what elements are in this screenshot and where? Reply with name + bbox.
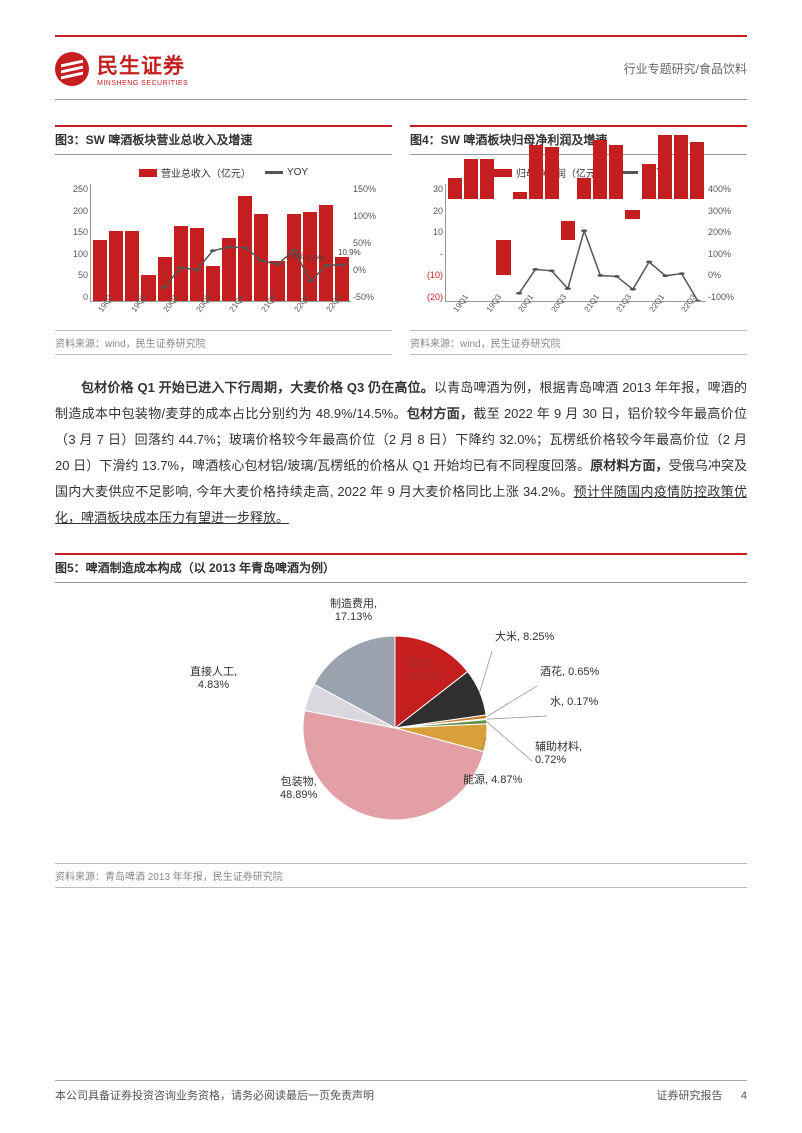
chart4-yaxis-right: 400%300%200%100%0%-100% bbox=[708, 184, 742, 302]
header-category: 行业专题研究/食品饮料 bbox=[624, 60, 747, 77]
chart3-legend-bar: 营业总收入（亿元） bbox=[161, 165, 251, 180]
chart3-area: 营业总收入（亿元） YOY 250200150100500 7.8%6.9%10… bbox=[55, 155, 392, 330]
chart5-source: 资料来源：青岛啤酒 2013 年年报，民生证券研究院 bbox=[55, 863, 747, 888]
chart3-yaxis-left: 250200150100500 bbox=[60, 184, 88, 302]
charts-row-top: 图3：SW 啤酒板块营业总收入及增速 营业总收入（亿元） YOY 2502001… bbox=[55, 125, 747, 355]
chart5-container: 图5：啤酒制造成本构成（以 2013 年青岛啤酒为例） 制造费用,17.13% 麦… bbox=[55, 553, 747, 888]
chart4-plot-inner bbox=[445, 184, 706, 302]
body-paragraph: 包材价格 Q1 开始已进入下行周期，大麦价格 Q3 仍在高位。以青岛啤酒为例，根… bbox=[55, 375, 747, 531]
chart3-container: 图3：SW 啤酒板块营业总收入及增速 营业总收入（亿元） YOY 2502001… bbox=[55, 125, 392, 355]
legend-bar-icon bbox=[494, 169, 512, 177]
pie-label: 能源, 4.87% bbox=[463, 771, 522, 787]
brand-name-cn: 民生证券 bbox=[97, 50, 188, 80]
body-s3: 包材方面， bbox=[407, 406, 474, 421]
chart3-title: 图3：SW 啤酒板块营业总收入及增速 bbox=[55, 125, 392, 155]
top-accent-rule bbox=[55, 35, 747, 37]
pie-label: 制造费用,17.13% bbox=[330, 595, 377, 623]
brand-logo: 民生证券 MINSHENG SECURITIES bbox=[55, 50, 188, 87]
chart3-legend: 营业总收入（亿元） YOY bbox=[60, 165, 387, 180]
chart4-container: 图4：SW 啤酒板块归母净利润及增速 归母净利润（亿元） YOY 302010-… bbox=[410, 125, 747, 355]
pie-label: 酒花, 0.65% bbox=[540, 663, 599, 679]
page-header: 民生证券 MINSHENG SECURITIES 行业专题研究/食品饮料 bbox=[55, 40, 747, 100]
pie-label: 直接人工,4.83% bbox=[190, 663, 237, 691]
chart5-pie bbox=[55, 598, 747, 858]
chart3-line bbox=[91, 184, 351, 301]
chart3-source: 资料来源：wind，民生证券研究院 bbox=[55, 330, 392, 355]
footer-disclaimer: 本公司具备证券投资咨询业务资格，请务必阅读最后一页免责声明 bbox=[55, 1087, 374, 1103]
pie-label: 麦芽,14.49% bbox=[403, 655, 440, 683]
chart4-xaxis: 19Q119Q320Q120Q321Q121Q322Q122Q3 bbox=[445, 304, 706, 326]
legend-bar-icon bbox=[139, 169, 157, 177]
pie-label: 包装物,48.89% bbox=[280, 773, 317, 801]
chart4-area: 归母净利润（亿元） YOY 302010-(10)(20) 400%300%20… bbox=[410, 155, 747, 330]
chart4-line bbox=[446, 184, 706, 301]
chart3-annotation: 7.8% bbox=[286, 252, 304, 261]
legend-line-icon bbox=[265, 171, 283, 174]
chart3-yaxis-right: 150%100%50%0%-50% bbox=[353, 184, 387, 302]
body-s1: 包材价格 Q1 开始已进入下行周期，大麦价格 Q3 仍在高位。 bbox=[81, 380, 434, 395]
pie-label: 大米, 8.25% bbox=[495, 628, 554, 644]
chart5-area: 制造费用,17.13% 麦芽,14.49% 大米, 8.25% 酒花, 0.65% 水,… bbox=[55, 583, 747, 863]
chart3-legend-line: YOY bbox=[287, 167, 308, 178]
chart3-annotation: 6.9% bbox=[307, 254, 325, 263]
chart3-plot: 250200150100500 7.8%6.9%10.9% 150%100%50… bbox=[60, 184, 387, 324]
chart4-source: 资料来源：wind，民生证券研究院 bbox=[410, 330, 747, 355]
footer-label: 证券研究报告 bbox=[657, 1090, 723, 1102]
chart5-title: 图5：啤酒制造成本构成（以 2013 年青岛啤酒为例） bbox=[55, 553, 747, 583]
chart4-plot: 302010-(10)(20) 400%300%200%100%0%-100% … bbox=[415, 184, 742, 324]
pie-label: 辅助材料,0.72% bbox=[535, 738, 582, 766]
body-s5: 原材料方面， bbox=[590, 458, 668, 473]
pie-label: 水, 0.17% bbox=[550, 693, 598, 709]
brand-name-en: MINSHENG SECURITIES bbox=[97, 80, 188, 87]
brand-logo-icon bbox=[55, 52, 89, 86]
page-footer: 本公司具备证券投资咨询业务资格，请务必阅读最后一页免责声明 证券研究报告 4 bbox=[55, 1080, 747, 1103]
chart3-plot-inner: 7.8%6.9%10.9% bbox=[90, 184, 351, 302]
chart3-xaxis: 19Q119Q320Q120Q321Q121Q322Q122Q3 bbox=[90, 304, 351, 326]
page-number: 4 bbox=[741, 1090, 747, 1102]
chart4-yaxis-left: 302010-(10)(20) bbox=[415, 184, 443, 302]
